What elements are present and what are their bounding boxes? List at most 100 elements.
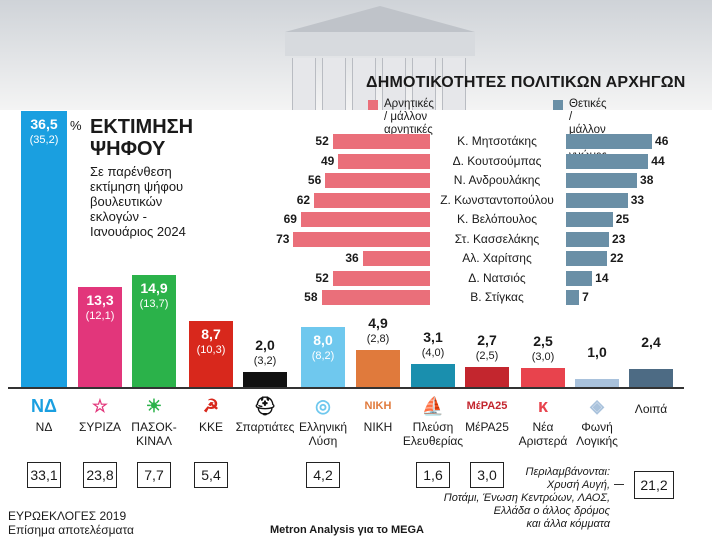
- negative-value: 52: [315, 134, 329, 148]
- vote-value-label: 13,3: [86, 291, 114, 308]
- party-name-line: Φωνή: [581, 420, 613, 434]
- negative-bar: [325, 173, 430, 188]
- vote-value-label: 14,9: [140, 279, 168, 296]
- column: [352, 58, 376, 110]
- party-name: ΝΙΚΗ: [344, 420, 412, 434]
- previous-estimate-label: (2,5): [475, 349, 499, 362]
- vote-bar: [78, 286, 122, 387]
- previous-estimate-label: (13,7): [139, 297, 169, 310]
- party-name: ΝΔ: [10, 420, 78, 434]
- legend-negative-line1: Αρνητικές / μάλλον: [384, 98, 434, 123]
- party-logo-icon: ☭: [202, 396, 220, 416]
- negative-bar: [321, 290, 430, 305]
- party-name: Νέα Αριστερά: [509, 420, 577, 448]
- note-line: εκτίμηση ψήφου: [90, 179, 184, 194]
- party-logo-icon: ◎: [315, 396, 331, 416]
- negative-value: 73: [276, 231, 290, 246]
- party-name: Πλεύση Ελευθερίας: [399, 420, 467, 448]
- party-name-line: Ελευθερίας: [402, 434, 464, 448]
- party-name-line: ΚΙΝΑΛ: [135, 434, 173, 448]
- negative-bar: [338, 153, 430, 169]
- euroelection-result-box: 7,7: [137, 462, 171, 488]
- vote-bar: [575, 379, 619, 387]
- positive-value: 25: [615, 212, 630, 226]
- positive-bar: [566, 231, 609, 247]
- title-line-1: ΕΚΤΙΜΗΣΗ: [90, 116, 194, 138]
- vote-bar: [521, 368, 565, 387]
- leader-name: Στ. Κασσελάκης: [454, 231, 540, 246]
- previous-estimate-label: (4,0): [421, 346, 445, 359]
- vote-bar: [465, 366, 509, 387]
- party-name: Σπαρτιάτες: [231, 420, 299, 434]
- negative-value: 49: [321, 153, 335, 168]
- euroelection-result-box: 5,4: [194, 462, 228, 488]
- previous-estimate-label: (2,8): [366, 333, 390, 345]
- negative-bar: [314, 192, 430, 208]
- party-name-line: ΠΑΣΟΚ-: [131, 420, 177, 434]
- previous-estimate-label: (3,0): [531, 351, 555, 364]
- leader-name: Ν. Ανδρουλάκης: [453, 173, 541, 187]
- others-note-line: Περιλαμβάνονται:: [525, 466, 610, 478]
- vote-value-label: 2,0: [255, 336, 275, 353]
- note-line: Ιανουάριος 2024: [90, 224, 186, 239]
- vote-value-label: 2,5: [533, 333, 553, 350]
- positive-value: 7: [582, 290, 589, 304]
- others-note-line: Ποτάμι, Ένωση Κεντρώων, ΛΑΟΣ,: [443, 492, 610, 504]
- note-line: εκλογών -: [90, 209, 147, 224]
- positive-bar: [566, 212, 613, 227]
- vote-value-label: 2,7: [477, 331, 497, 348]
- party-name-line: ΚΚΕ: [198, 420, 223, 434]
- party-logo-icon: ⛑: [253, 396, 277, 416]
- party-name: ΚΚΕ: [177, 420, 245, 434]
- column: [292, 58, 316, 110]
- party-name: Ελληνική Λύση: [289, 420, 357, 448]
- negative-value: 69: [283, 212, 297, 226]
- vote-value-label: 36,5: [30, 116, 58, 133]
- vote-bar: [132, 274, 176, 387]
- negative-bar: [362, 251, 430, 266]
- vote-value-label: 8,7: [201, 326, 221, 343]
- euroelection-result-box: 23,8: [83, 462, 117, 488]
- party-logo-icon: ΝΔ: [31, 396, 57, 416]
- baseline: [8, 387, 684, 389]
- positive-bar: [566, 251, 608, 266]
- negative-bar: [300, 212, 430, 227]
- positive-value: 22: [610, 251, 624, 265]
- negative-value: 52: [315, 270, 329, 285]
- previous-estimate-label: (10,3): [196, 344, 226, 357]
- party-name-line: ΝΙΚΗ: [363, 420, 393, 434]
- negative-value: 36: [345, 251, 359, 265]
- others-note-line: Χρυσή Αυγή,: [546, 479, 610, 491]
- party-logo-icon: ◈: [590, 396, 604, 416]
- euroelections-label: ΕΥΡΩΕΚΛΟΓΕΣ 2019 Επίσημα αποτελέσματα: [8, 509, 134, 537]
- previous-estimate-label: (12,1): [85, 309, 115, 322]
- column: [382, 58, 406, 110]
- party-name-line: Πλεύση: [412, 420, 454, 434]
- negative-bar: [332, 270, 430, 286]
- positive-bar: [566, 270, 593, 286]
- party-logo-icon: κ: [537, 396, 549, 416]
- positive-value: 38: [640, 173, 654, 187]
- positive-value: 23: [612, 231, 626, 246]
- euroelections-title: ΕΥΡΩΕΚΛΟΓΕΣ 2019: [8, 509, 127, 523]
- others-note-line: και άλλα κόμματα: [526, 518, 610, 530]
- party-name: ΠΑΣΟΚ- ΚΙΝΑΛ: [120, 420, 188, 448]
- vote-value-label: 2,4: [641, 333, 661, 350]
- negative-bar: [332, 134, 430, 149]
- subtitle-note: Σε παρένθεση εκτίμηση ψήφου βουλευτικών …: [90, 164, 230, 239]
- popularity-title: ΔΗΜΟΤΙΚΟΤΗΤΕΣ ΠΟΛΙΤΙΚΩΝ ΑΡΧΗΓΩΝ: [366, 74, 686, 91]
- negative-value: 58: [304, 290, 318, 304]
- euroelection-result-box: 21,2: [634, 471, 674, 499]
- others-note-line: Ελλάδα ο άλλος δρόμος: [493, 505, 610, 517]
- euroelection-result-box: 4,2: [306, 462, 340, 488]
- euroelection-result-box: 1,6: [416, 462, 450, 488]
- party-logo-icon: ☆: [91, 396, 109, 416]
- percent-sign: %: [70, 118, 82, 133]
- positive-bar: [566, 290, 580, 305]
- euroelection-result-box: 33,1: [27, 462, 61, 488]
- positive-bar: [566, 134, 653, 149]
- positive-value: 14: [595, 270, 609, 285]
- leader-name: Αλ. Χαρίτσης: [462, 251, 532, 265]
- leader-name: Κ. Μητσοτάκης: [457, 134, 537, 148]
